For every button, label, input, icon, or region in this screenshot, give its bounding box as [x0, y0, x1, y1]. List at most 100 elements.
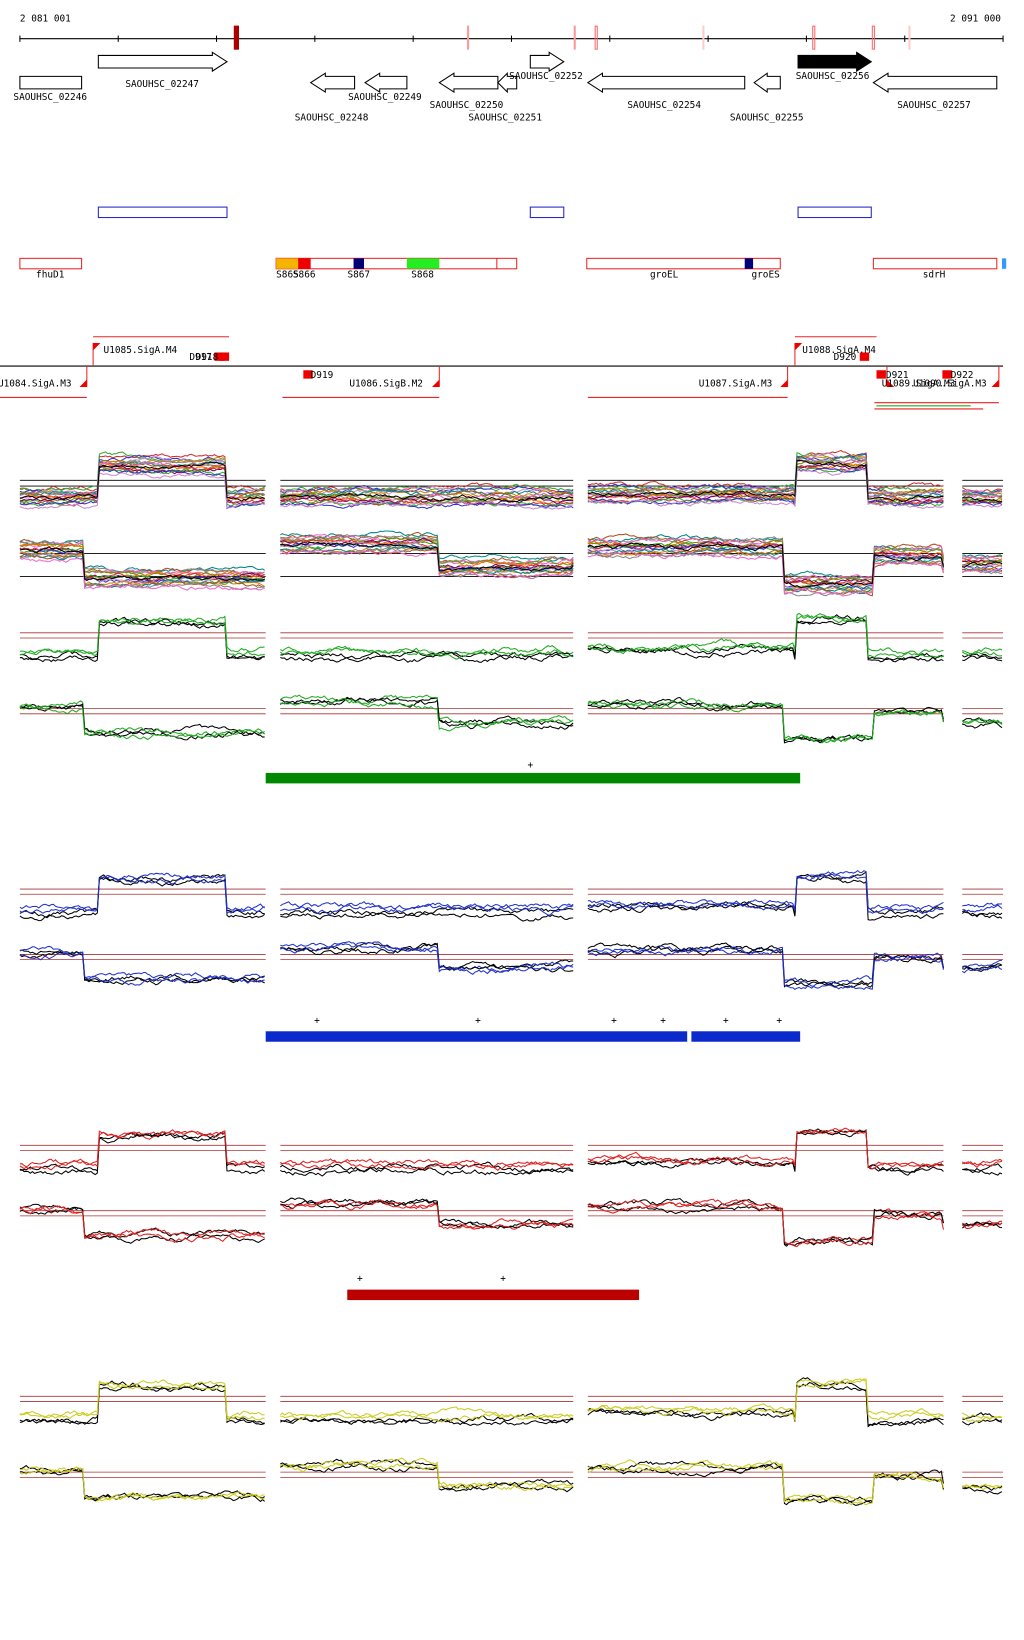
operon-label: S866: [293, 270, 316, 281]
promoter-label: D921: [886, 370, 909, 381]
gene: [97, 51, 228, 73]
promoter-arrow: [79, 379, 87, 387]
trace: [587, 1464, 944, 1506]
trace: [19, 472, 265, 510]
gene-label: SAOUHSC_02249: [348, 92, 422, 103]
promoter-label: U1088.SigA.M4: [802, 345, 876, 356]
gene-label: SAOUHSC_02251: [468, 113, 542, 124]
trace: [587, 463, 944, 506]
trace: [280, 1409, 574, 1423]
trace: [280, 549, 574, 579]
trace: [961, 1412, 1003, 1420]
operon: [19, 257, 83, 270]
trace: [19, 618, 265, 663]
promoter-label: U1089.SigA.M3: [882, 378, 956, 389]
site-block: [942, 370, 952, 379]
gene: [586, 72, 746, 93]
gene: [309, 72, 356, 93]
trace: [19, 451, 265, 493]
trace: [279, 1406, 574, 1420]
gene-label: SAOUHSC_02247: [125, 79, 199, 90]
trace: [19, 1129, 265, 1171]
gene: [529, 51, 565, 73]
trace: [587, 460, 944, 502]
trace: [19, 552, 265, 589]
trace: [19, 877, 265, 922]
operon: [872, 257, 998, 270]
operon-segment: [353, 258, 365, 269]
promoter-label: U1085.SigA.M4: [104, 345, 178, 356]
cluster-bar: [265, 772, 801, 784]
cluster-marker: +: [611, 1015, 617, 1026]
site-block: [859, 352, 870, 361]
trace: [587, 869, 944, 911]
trace: [587, 1130, 944, 1176]
trace: [961, 489, 1003, 495]
trace: [961, 651, 1003, 657]
trace: [280, 1167, 574, 1177]
trace: [19, 617, 265, 657]
trace: [19, 950, 265, 986]
gene-label: SAOUHSC_02252: [509, 71, 583, 82]
trace: [962, 492, 1003, 497]
trace: [280, 942, 574, 973]
trace: [280, 697, 574, 732]
trace: [587, 1127, 944, 1170]
gene-label: SAOUHSC_02250: [430, 100, 504, 111]
trace: [280, 645, 574, 657]
trace: [962, 492, 1003, 498]
cluster-marker: +: [500, 1274, 506, 1285]
trace: [19, 538, 265, 576]
operon-label: S867: [347, 270, 370, 281]
blue-region: [97, 206, 228, 219]
feature-tick: [908, 25, 911, 50]
trace: [587, 701, 944, 744]
trace: [19, 461, 265, 501]
trace: [962, 964, 1003, 973]
operon-label: S868: [411, 270, 434, 281]
trace: [19, 945, 265, 982]
trace: [587, 550, 944, 597]
trace: [962, 561, 1003, 569]
promoter-arrow: [93, 343, 101, 351]
cluster-bar: [691, 1031, 801, 1042]
trace: [19, 705, 265, 741]
trace: [587, 459, 944, 503]
operon-label: fhuD1: [36, 270, 65, 281]
trace: [280, 943, 574, 976]
gene: [364, 72, 408, 93]
trace: [19, 1131, 265, 1172]
trace: [19, 1382, 265, 1422]
feature-tick: [233, 25, 240, 50]
trace: [587, 1377, 944, 1427]
trace: [280, 1161, 574, 1174]
trace: [962, 655, 1003, 662]
gene: [872, 72, 998, 93]
trace: [587, 871, 944, 916]
cluster-marker: +: [475, 1015, 481, 1026]
promoter-arrow: [886, 379, 895, 387]
cluster-marker: +: [314, 1015, 320, 1026]
trace: [587, 613, 944, 656]
feature-tick: [702, 25, 705, 50]
trace: [280, 493, 574, 503]
trace: [962, 564, 1003, 571]
feature-tick: [467, 25, 470, 50]
gene-label: SAOUHSC_02257: [897, 100, 971, 111]
cluster-marker: +: [660, 1015, 666, 1026]
trace: [962, 496, 1003, 503]
trace: [961, 1418, 1003, 1426]
trace: [19, 459, 265, 502]
trace: [587, 612, 944, 659]
operon-label: S865: [276, 270, 299, 281]
blue-region: [529, 206, 565, 219]
operon-segment: [1002, 258, 1007, 269]
trace: [587, 449, 944, 494]
gene: [797, 51, 873, 73]
trace: [280, 530, 574, 562]
trace: [962, 503, 1003, 508]
promoter-label: D922: [951, 370, 974, 381]
trace: [962, 721, 1003, 729]
feature-tick: [871, 25, 875, 50]
